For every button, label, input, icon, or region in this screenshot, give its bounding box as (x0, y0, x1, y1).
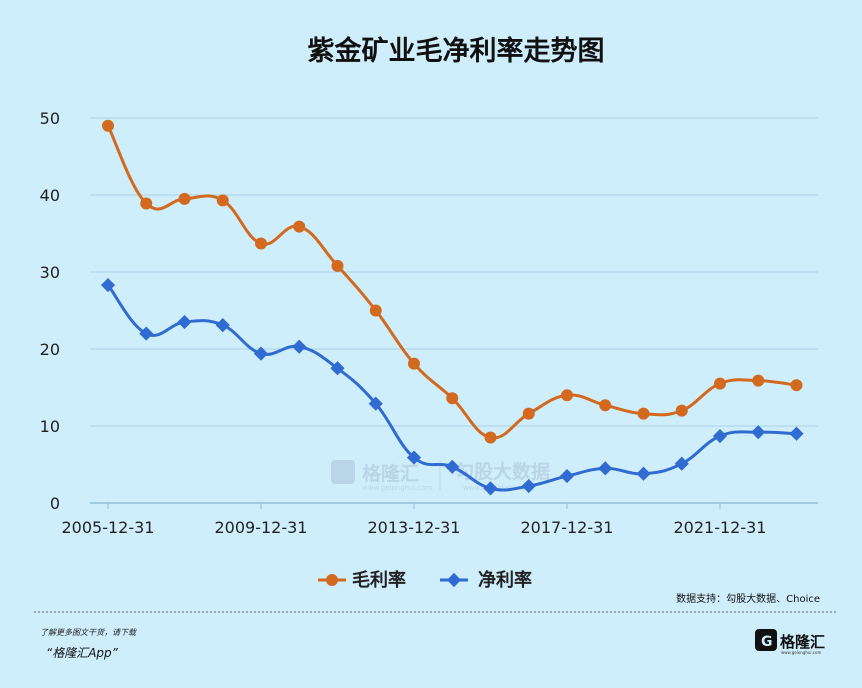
data-point-gross[interactable] (599, 399, 612, 412)
footer-promo-line1: 了解更多图文干货，请下载 (40, 628, 137, 637)
data-point-net[interactable] (253, 346, 269, 361)
brand-logo-icon (755, 629, 777, 651)
watermark-brand: 格隆汇 (362, 462, 419, 485)
data-point-net[interactable] (598, 461, 613, 476)
data-point-gross[interactable] (790, 379, 803, 392)
brand-logo: G 格隆汇 www.gelonghui.com (755, 629, 825, 655)
series-gross (102, 119, 803, 444)
data-point-net[interactable] (139, 326, 154, 341)
data-point-gross[interactable] (331, 259, 344, 272)
data-point-gross[interactable] (752, 374, 765, 387)
x-tick-label: 2021-12-31 (674, 518, 767, 537)
legend-item-net[interactable]: 净利率 (440, 569, 532, 591)
data-point-gross[interactable] (522, 407, 535, 420)
chart-title: 紫金矿业毛净利率走势图 (308, 35, 605, 67)
series-layer (100, 119, 804, 496)
y-tick-label: 40 (40, 186, 60, 205)
x-tick-label: 2005-12-31 (62, 518, 155, 537)
data-point-gross[interactable] (102, 119, 114, 132)
data-point-gross[interactable] (178, 192, 191, 205)
y-axis-ticks: 0 10 20 30 40 50 (40, 109, 60, 513)
data-point-gross[interactable] (408, 357, 420, 370)
series-net (100, 278, 804, 496)
data-point-gross[interactable] (369, 304, 382, 317)
x-axis-ticks: 2005-12-31 2009-12-31 2013-12-31 2017-12-31… (62, 503, 767, 537)
x-tick-label: 2013-12-31 (368, 518, 461, 537)
legend-item-gross[interactable]: 毛利率 (318, 569, 406, 591)
data-point-gross[interactable] (255, 237, 267, 250)
data-point-net[interactable] (406, 450, 422, 465)
watermark: 格隆汇 www.gelonghui.com 勾股大数据 www.gogudata… (331, 460, 550, 492)
data-point-gross[interactable] (714, 377, 726, 390)
legend-gross-label: 毛利率 (352, 569, 406, 591)
data-point-net[interactable] (712, 428, 728, 444)
data-point-net[interactable] (215, 318, 230, 333)
legend-net-label: 净利率 (478, 569, 532, 591)
data-point-net[interactable] (292, 339, 307, 354)
data-point-gross[interactable] (216, 194, 229, 207)
y-tick-label: 0 (50, 494, 60, 513)
data-point-net[interactable] (559, 468, 575, 484)
data-point-net[interactable] (330, 361, 345, 376)
data-point-net[interactable] (636, 466, 651, 481)
data-point-net[interactable] (100, 278, 116, 293)
data-point-gross[interactable] (140, 197, 153, 210)
data-point-gross[interactable] (293, 220, 306, 233)
y-tick-label: 20 (40, 340, 60, 359)
watermark-brand-url: www.gelonghui.com (362, 484, 433, 492)
data-point-gross[interactable] (637, 407, 650, 420)
watermark-data-brand: 勾股大数据 (455, 460, 550, 483)
watermark-data-url: www.gogudata.com (463, 484, 532, 492)
source-note: 数据支持：勾股大数据、Choice (676, 592, 820, 605)
x-tick-label: 2009-12-31 (215, 518, 308, 537)
watermark-logo-icon (331, 460, 355, 484)
brand-logo-text: 格隆汇 (780, 633, 825, 651)
grid-lines (90, 117, 818, 504)
data-point-net[interactable] (674, 456, 689, 471)
data-point-net[interactable] (751, 425, 766, 440)
series-net-line (106, 284, 797, 492)
brand-logo-glyph: G (761, 634, 773, 650)
data-point-net[interactable] (177, 314, 192, 330)
legend: 毛利率 净利率 (318, 569, 532, 591)
data-point-net[interactable] (445, 459, 460, 474)
data-point-gross[interactable] (446, 392, 459, 405)
data-point-net[interactable] (368, 396, 383, 411)
data-point-gross[interactable] (675, 404, 688, 417)
data-point-net[interactable] (789, 426, 804, 441)
legend-gross-marker (326, 574, 338, 586)
data-point-net[interactable] (521, 478, 536, 494)
series-gross-line (106, 125, 797, 440)
data-point-gross[interactable] (484, 431, 497, 444)
legend-net-marker (446, 572, 462, 588)
y-tick-label: 30 (40, 263, 60, 282)
footer-promo-app[interactable]: “格隆汇App” (46, 646, 119, 660)
y-tick-label: 10 (40, 417, 60, 436)
x-tick-label: 2017-12-31 (521, 518, 614, 537)
data-point-net[interactable] (483, 481, 498, 496)
brand-logo-url: www.gelonghui.com (781, 650, 821, 655)
data-point-gross[interactable] (561, 389, 573, 402)
y-tick-label: 50 (40, 109, 60, 128)
